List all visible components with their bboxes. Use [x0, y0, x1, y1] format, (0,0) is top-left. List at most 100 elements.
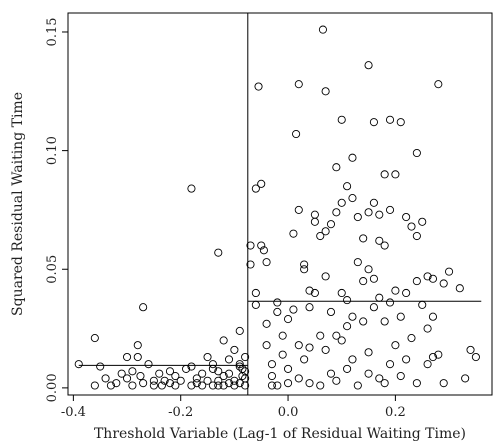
data-point	[155, 369, 164, 378]
data-point	[230, 376, 239, 385]
data-point	[369, 274, 378, 283]
data-point	[364, 369, 373, 378]
data-point	[267, 371, 277, 381]
data-point	[375, 236, 384, 245]
data-point	[262, 319, 271, 328]
data-point	[380, 379, 389, 388]
data-point	[278, 331, 287, 340]
data-point	[112, 379, 121, 388]
data-point	[391, 286, 400, 295]
data-point	[348, 355, 357, 364]
data-point	[402, 288, 411, 298]
data-point	[428, 274, 438, 283]
data-point	[385, 205, 395, 214]
data-point	[434, 350, 443, 359]
x-tick-label: 0.0	[278, 405, 299, 420]
data-point	[133, 352, 142, 362]
data-point	[412, 379, 421, 388]
data-point	[348, 194, 357, 203]
data-point	[348, 153, 357, 162]
y-tick-label: 0.15	[45, 18, 60, 47]
data-point	[375, 210, 384, 219]
data-point	[257, 179, 266, 188]
data-point	[385, 298, 395, 307]
data-point	[310, 217, 319, 226]
data-point	[246, 260, 255, 269]
data-point	[321, 272, 330, 281]
data-point	[187, 362, 196, 371]
data-point	[128, 367, 137, 376]
data-point	[187, 381, 196, 390]
data-point	[316, 331, 325, 340]
data-point	[396, 371, 405, 381]
data-point	[267, 381, 277, 390]
data-point	[305, 286, 314, 295]
data-point	[300, 260, 309, 269]
data-point	[353, 381, 362, 390]
data-point	[318, 25, 327, 34]
data-point	[289, 305, 298, 314]
data-point	[412, 277, 421, 286]
data-point	[117, 369, 126, 378]
data-point	[246, 241, 255, 250]
data-point	[74, 360, 83, 369]
data-point	[294, 80, 303, 89]
data-point	[198, 381, 207, 390]
data-point	[208, 381, 217, 390]
x-tick-label: -0.4	[61, 405, 86, 420]
data-point	[439, 379, 448, 388]
y-tick-label: 0.05	[45, 255, 60, 284]
data-point	[326, 307, 336, 317]
data-point	[273, 381, 282, 390]
data-point	[434, 80, 443, 89]
data-point	[369, 303, 378, 312]
data-point	[461, 374, 470, 383]
data-point	[364, 265, 373, 274]
data-point	[149, 376, 158, 385]
data-point	[176, 376, 185, 385]
data-point	[337, 288, 346, 298]
data-point	[337, 115, 346, 124]
data-point	[391, 170, 400, 179]
data-point	[385, 360, 395, 369]
reference-lines	[78, 13, 482, 395]
data-point	[251, 300, 260, 309]
data-point	[208, 360, 217, 369]
data-point	[369, 198, 378, 207]
data-point	[136, 371, 145, 381]
data-point	[343, 182, 352, 191]
data-point	[160, 376, 169, 385]
data-point	[375, 293, 384, 302]
data-point	[412, 231, 421, 241]
data-point	[321, 227, 330, 236]
data-point	[267, 360, 277, 369]
data-point	[326, 220, 336, 229]
y-axis-title: Squared Residual Waiting Time	[10, 92, 26, 316]
x-axis-title: Threshold Variable (Lag-1 of Residual Wa…	[94, 426, 466, 442]
data-point	[187, 184, 196, 193]
data-point	[326, 369, 336, 378]
data-point	[375, 374, 384, 383]
data-point	[353, 212, 362, 222]
data-point	[310, 210, 319, 219]
data-point	[251, 184, 260, 193]
data-point	[337, 336, 346, 345]
data-point	[262, 341, 271, 350]
data-point	[359, 234, 368, 243]
data-point	[278, 350, 287, 359]
data-point	[343, 364, 352, 373]
data-point	[203, 352, 212, 362]
data-point	[396, 312, 405, 321]
x-tick-label: 0.2	[385, 405, 406, 420]
data-point	[310, 288, 319, 298]
data-point	[122, 374, 132, 383]
data-point	[364, 208, 373, 217]
data-point	[235, 362, 244, 371]
data-point	[402, 355, 411, 364]
data-point	[348, 312, 357, 321]
data-point	[90, 334, 99, 343]
data-point	[192, 374, 201, 383]
data-point	[380, 170, 389, 179]
y-tick-label: 0.00	[45, 373, 60, 402]
data-point	[90, 381, 99, 390]
